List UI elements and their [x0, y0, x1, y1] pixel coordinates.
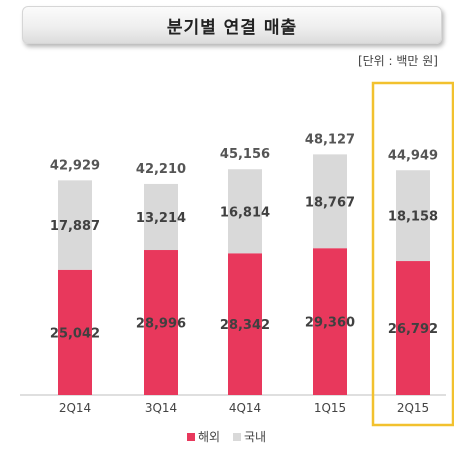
- bar-domestic-1Q15: [313, 154, 347, 249]
- label-domestic-2Q14: 17,887: [50, 219, 100, 234]
- bar-overseas-3Q14: [144, 250, 178, 395]
- bar-domestic-2Q14: [58, 180, 92, 270]
- bar-overseas-2Q15: [396, 261, 430, 395]
- label-domestic-2Q15: 18,158: [388, 210, 438, 225]
- label-total-1Q15: 48,127: [305, 132, 355, 147]
- chart-title: 분기별 연결 매출: [166, 17, 298, 38]
- category-label-4Q14: 4Q14: [229, 401, 261, 415]
- bar-domestic-3Q14: [144, 183, 178, 251]
- bar-domestic-4Q14: [228, 169, 262, 254]
- legend-label-overseas: 해외: [198, 430, 220, 444]
- legend-label-domestic: 국내: [244, 430, 266, 444]
- chart-title-box: 분기별 연결 매출: [22, 6, 442, 44]
- label-overseas-3Q14: 28,996: [136, 317, 186, 332]
- highlight-box-2Q15: [371, 81, 454, 427]
- legend-swatch-overseas: [187, 433, 195, 441]
- bar-overseas-4Q14: [228, 253, 262, 395]
- category-label-3Q14: 3Q14: [145, 401, 177, 415]
- label-overseas-1Q15: 29,360: [305, 316, 355, 331]
- label-domestic-4Q14: 16,814: [220, 205, 270, 220]
- label-overseas-2Q15: 26,792: [388, 322, 438, 337]
- label-domestic-3Q14: 13,214: [136, 211, 186, 226]
- label-overseas-2Q14: 25,042: [50, 326, 100, 341]
- label-total-2Q15: 44,949: [388, 148, 438, 163]
- category-label-1Q15: 1Q15: [314, 401, 346, 415]
- unit-label: [단위 : 백만 원]: [357, 54, 438, 68]
- label-total-4Q14: 45,156: [220, 147, 270, 162]
- bar-domestic-2Q15: [396, 170, 430, 262]
- label-total-3Q14: 42,210: [136, 162, 186, 177]
- label-total-2Q14: 42,929: [50, 158, 100, 173]
- category-label-2Q14: 2Q14: [59, 401, 91, 415]
- label-domestic-1Q15: 18,767: [305, 195, 355, 210]
- category-label-2Q15: 2Q15: [397, 401, 429, 415]
- bar-overseas-1Q15: [313, 248, 347, 395]
- bar-overseas-2Q14: [58, 269, 92, 395]
- legend-swatch-domestic: [233, 433, 241, 441]
- label-overseas-4Q14: 28,342: [220, 318, 270, 333]
